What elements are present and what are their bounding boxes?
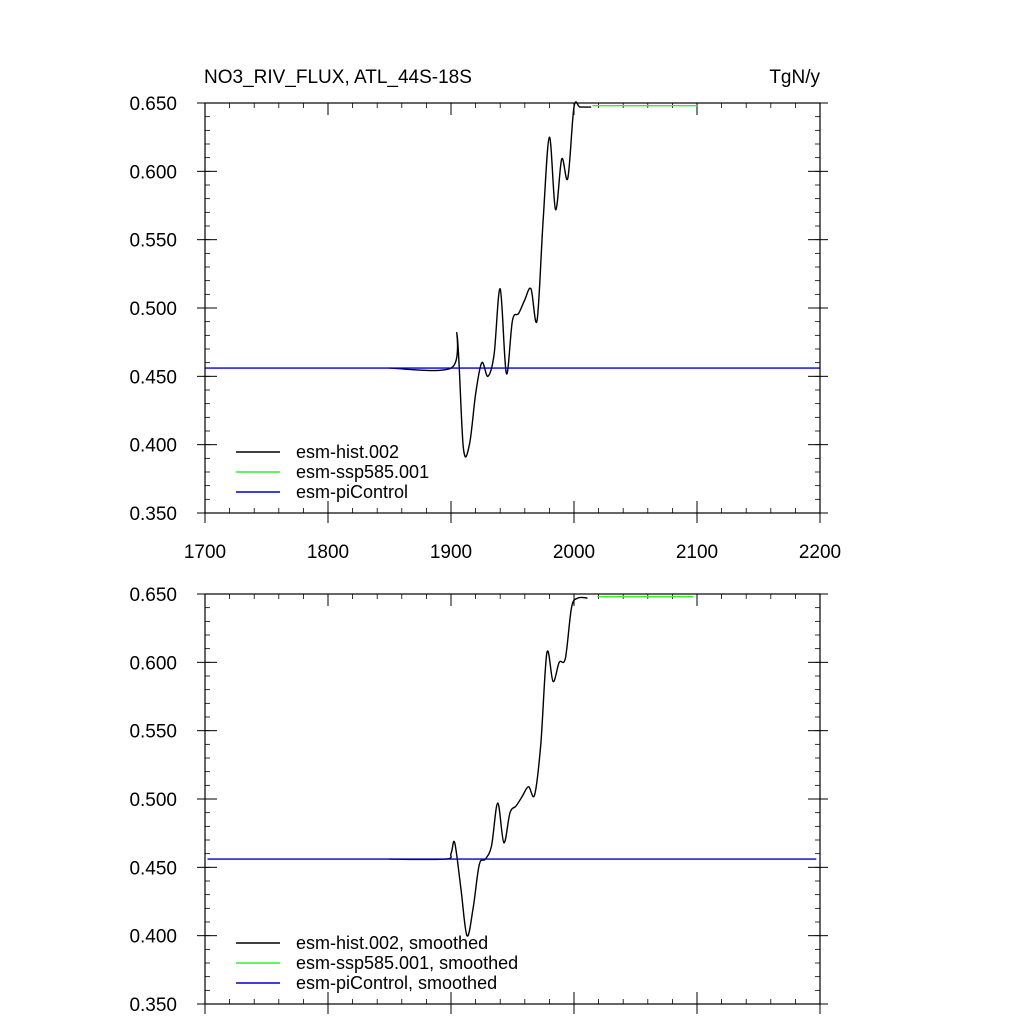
x-tick-label: 1700 [184, 542, 226, 563]
y-tick-label: 0.500 [129, 299, 177, 320]
legend-label-0: esm-hist.002, smoothed [296, 933, 488, 953]
legend-label-1: esm-ssp585.001, smoothed [296, 953, 518, 973]
x-tick-label: 1800 [307, 542, 349, 563]
legend-label-1: esm-ssp585.001 [296, 462, 429, 482]
y-tick-label: 0.550 [129, 231, 177, 252]
y-tick-label: 0.650 [129, 585, 177, 606]
bottom-panel: 0.350 0.400 0.450 0.500 0.550 0.600 0.650 esm-… [129, 585, 828, 1016]
x-tick-label: 2200 [799, 542, 841, 563]
y-tick-label: 0.650 [129, 94, 177, 115]
top-panel-ticks: 0.350 0.400 0.450 0.500 0.550 0.600 0.650 1700 1… [129, 94, 841, 563]
top-panel: NO3_RIV_FLUX, ATL_44S-18S TgN/y 0.350 0.4… [129, 67, 841, 563]
x-tick-label: 2000 [553, 542, 595, 563]
bottom-panel-frame [204, 593, 821, 1005]
y-tick-label: 0.550 [129, 722, 177, 743]
y-tick-label: 0.450 [129, 858, 177, 879]
y-tick-label: 0.600 [129, 653, 177, 674]
series-line-0 [389, 596, 588, 937]
x-tick-label: 1900 [430, 542, 472, 563]
legend-label-0: esm-hist.002 [296, 442, 399, 462]
y-tick-label: 0.450 [129, 367, 177, 388]
top-panel-series [205, 101, 820, 458]
series-line-0 [389, 101, 592, 458]
units-label: TgN/y [769, 67, 820, 88]
y-tick-label: 0.400 [129, 927, 177, 948]
legend-label-2: esm-piControl, smoothed [296, 973, 497, 993]
y-tick-label: 0.600 [129, 162, 177, 183]
y-tick-label: 0.350 [129, 504, 177, 525]
legend-label-2: esm-piControl [296, 482, 408, 502]
y-tick-label: 0.400 [129, 436, 177, 457]
x-tick-label: 2100 [676, 542, 718, 563]
y-tick-label: 0.500 [129, 790, 177, 811]
chart-title: NO3_RIV_FLUX, ATL_44S-18S [204, 67, 472, 88]
y-tick-label: 0.350 [129, 995, 177, 1016]
top-panel-frame [204, 102, 821, 514]
bottom-panel-series [207, 596, 817, 937]
